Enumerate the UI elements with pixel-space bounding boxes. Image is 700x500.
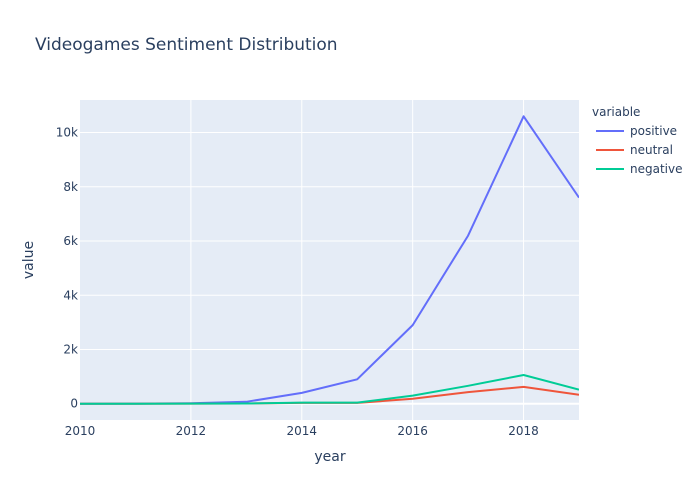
y-tick-label: 6k <box>63 234 78 248</box>
plot-area <box>80 100 579 420</box>
axis-ticks: 2010 2012 2014 2016 2018 0 2k 4k 6k 8k 10k <box>56 126 539 438</box>
legend[interactable]: variable positive neutral negative <box>592 105 682 176</box>
series-line-negative <box>80 374 579 405</box>
x-tick-label: 2014 <box>287 424 318 438</box>
y-tick-label: 8k <box>63 180 78 194</box>
x-tick-label: 2016 <box>397 424 428 438</box>
legend-item-neutral[interactable]: neutral <box>596 143 673 157</box>
legend-item-negative[interactable]: negative <box>596 162 682 176</box>
x-tick-label: 2012 <box>176 424 207 438</box>
y-tick-label: 0 <box>70 397 78 411</box>
y-tick-label: 2k <box>63 342 78 356</box>
x-axis-title: year <box>314 449 345 465</box>
x-tick-label: 2010 <box>65 424 96 438</box>
x-tick-label: 2018 <box>508 424 539 438</box>
legend-label: neutral <box>630 143 673 157</box>
y-axis-title: value <box>21 241 37 279</box>
legend-label: negative <box>630 162 682 176</box>
legend-title: variable <box>592 105 640 119</box>
chart-title: Videogames Sentiment Distribution <box>35 35 338 55</box>
legend-item-positive[interactable]: positive <box>596 124 677 138</box>
y-tick-label: 4k <box>63 288 78 302</box>
legend-label: positive <box>630 124 677 138</box>
y-tick-label: 10k <box>56 126 78 140</box>
series-lines <box>80 115 579 405</box>
